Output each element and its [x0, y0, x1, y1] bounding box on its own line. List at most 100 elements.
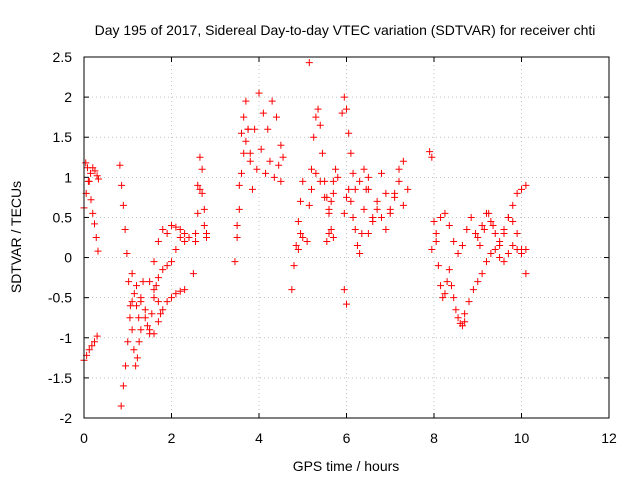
data-point	[509, 242, 517, 250]
data-point	[277, 177, 285, 185]
data-point	[198, 189, 206, 197]
data-point	[181, 229, 189, 237]
data-point	[358, 229, 366, 237]
data-point	[437, 213, 445, 221]
data-point	[253, 165, 261, 173]
series-track-e	[117, 278, 165, 410]
data-point	[509, 217, 517, 225]
series-track-h	[150, 229, 193, 294]
data-point	[126, 302, 134, 310]
data-point	[246, 149, 254, 157]
data-point	[437, 282, 445, 290]
data-point	[426, 148, 434, 156]
data-point	[150, 294, 158, 302]
data-point	[126, 314, 134, 322]
data-point	[504, 250, 512, 258]
data-point	[85, 346, 93, 354]
series-track-w	[364, 157, 407, 237]
data-point	[137, 326, 145, 334]
data-point	[148, 310, 156, 318]
data-point	[386, 205, 394, 213]
data-point	[143, 322, 151, 330]
data-point	[242, 137, 250, 145]
data-point	[496, 238, 504, 246]
data-point	[172, 246, 180, 254]
data-point	[82, 159, 90, 167]
series-track-ac	[474, 181, 530, 250]
y-tick-label: -0.5	[48, 290, 72, 306]
data-point	[132, 362, 140, 370]
data-point	[168, 294, 175, 302]
data-point	[189, 270, 197, 278]
data-point	[121, 225, 129, 233]
data-point	[196, 153, 204, 161]
x-tick-label: 12	[601, 430, 617, 446]
data-point	[157, 310, 165, 318]
data-point	[154, 318, 162, 326]
data-point	[91, 338, 98, 346]
data-point	[343, 193, 350, 201]
data-point	[176, 287, 184, 295]
data-point	[92, 234, 100, 241]
data-point	[87, 169, 95, 177]
data-point	[434, 262, 442, 270]
series-track-r	[308, 169, 342, 213]
data-point	[338, 109, 346, 117]
series-track-i	[189, 153, 210, 278]
data-point	[135, 338, 143, 346]
data-point	[345, 129, 353, 137]
data-point	[297, 197, 305, 205]
data-point	[378, 213, 385, 221]
data-point	[233, 221, 241, 229]
data-point	[91, 220, 98, 228]
data-point	[461, 318, 469, 326]
data-point	[251, 125, 259, 133]
data-point	[275, 161, 283, 169]
data-point	[329, 234, 337, 241]
data-point	[487, 250, 495, 258]
data-point	[452, 306, 460, 314]
data-point	[123, 250, 131, 258]
data-point	[353, 242, 361, 250]
data-point	[133, 354, 141, 362]
data-point	[349, 169, 357, 177]
data-point	[159, 225, 167, 233]
data-point	[87, 196, 95, 204]
data-point	[430, 217, 438, 225]
data-point	[469, 286, 477, 294]
data-point	[478, 270, 486, 278]
series-track-o	[288, 177, 307, 294]
y-tick-label: -2	[60, 410, 73, 426]
series-track-z	[426, 148, 469, 330]
data-point	[347, 197, 355, 205]
data-point	[279, 153, 287, 161]
series-track-aa	[428, 209, 497, 258]
y-tick-label: 2.5	[53, 49, 73, 65]
series-track-q	[303, 105, 340, 246]
data-point	[116, 161, 124, 169]
data-point	[288, 286, 296, 294]
data-point	[491, 229, 499, 237]
data-point	[181, 286, 189, 294]
data-point	[395, 177, 403, 185]
data-point	[467, 213, 475, 221]
chart-title: Day 195 of 2017, Sidereal Day-to-day VTE…	[95, 22, 596, 38]
x-tick-label: 4	[255, 430, 263, 446]
data-point	[364, 173, 372, 181]
data-point	[133, 302, 140, 310]
data-point	[248, 185, 256, 193]
series-track-ad	[496, 213, 530, 278]
data-point	[373, 205, 381, 213]
data-point	[299, 234, 307, 241]
series-track-k	[231, 97, 254, 266]
data-point	[84, 177, 92, 185]
data-point	[450, 238, 458, 246]
data-point	[163, 298, 171, 306]
data-point	[474, 234, 482, 241]
x-tick-label: 2	[168, 430, 176, 446]
y-tick-label: 0	[64, 250, 72, 266]
data-point	[133, 282, 140, 290]
data-point	[500, 225, 508, 233]
data-point	[340, 93, 348, 101]
data-point	[356, 250, 364, 258]
